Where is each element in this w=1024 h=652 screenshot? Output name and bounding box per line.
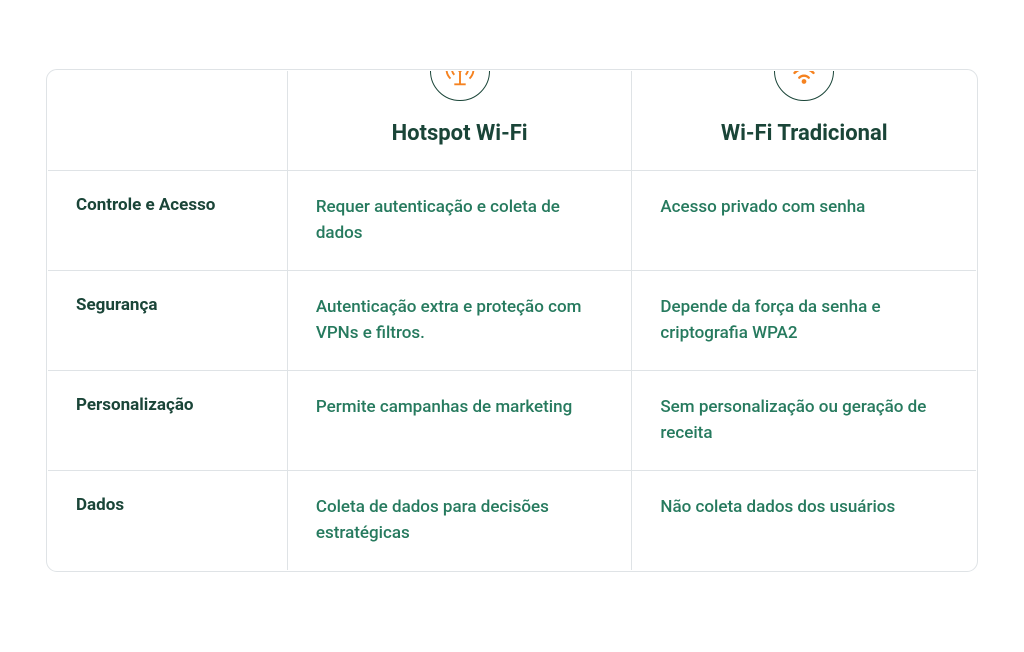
table-row: Dados Coleta de dados para decisões estr…	[48, 471, 977, 571]
row-label: Segurança	[48, 271, 288, 371]
table-cell: Permite campanhas de marketing	[287, 371, 632, 471]
table-cell: Sem personalização ou geração de receita	[632, 371, 977, 471]
table-cell: Não coleta dados dos usuários	[632, 471, 977, 571]
row-label: Dados	[48, 471, 288, 571]
table-header-row: Hotspot Wi-Fi Wi-Fi Tradicional	[48, 71, 977, 171]
table-row: Personalização Permite campanhas de mark…	[48, 371, 977, 471]
header-cell-hotspot: Hotspot Wi-Fi	[287, 71, 632, 171]
header-cell-empty	[48, 71, 288, 171]
comparison-table: Hotspot Wi-Fi Wi-Fi Tradicional	[47, 70, 977, 571]
antenna-icon	[430, 70, 490, 101]
row-label: Controle e Acesso	[48, 171, 288, 271]
comparison-table-container: Hotspot Wi-Fi Wi-Fi Tradicional	[47, 70, 977, 571]
header-cell-traditional: Wi-Fi Tradicional	[632, 71, 977, 171]
wifi-icon	[774, 70, 834, 101]
table-cell: Coleta de dados para decisões estratégic…	[287, 471, 632, 571]
table-cell: Autenticação extra e proteção com VPNs e…	[287, 271, 632, 371]
header-label-hotspot: Hotspot Wi-Fi	[392, 121, 528, 146]
header-label-traditional: Wi-Fi Tradicional	[721, 121, 888, 146]
table-row: Controle e Acesso Requer autenticação e …	[48, 171, 977, 271]
table-cell: Acesso privado com senha	[632, 171, 977, 271]
table-cell: Depende da força da senha e criptografia…	[632, 271, 977, 371]
table-cell: Requer autenticação e coleta de dados	[287, 171, 632, 271]
table-row: Segurança Autenticação extra e proteção …	[48, 271, 977, 371]
row-label: Personalização	[48, 371, 288, 471]
